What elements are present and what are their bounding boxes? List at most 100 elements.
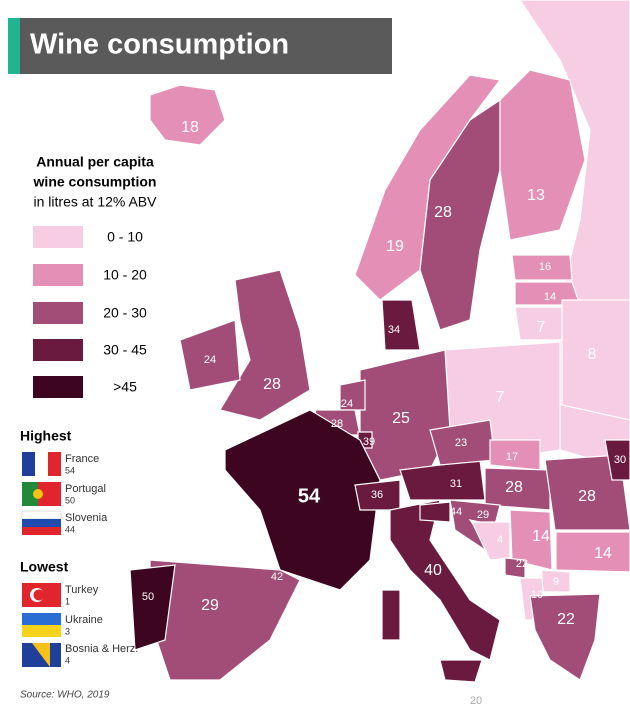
map-label: 29 [477,509,489,521]
italy [389,499,501,661]
netherlands [339,379,366,411]
map-label: 24 [204,354,216,366]
map-label: 25 [392,410,410,427]
legend-label: 10 - 20 [103,267,147,283]
legend-swatch [33,264,83,286]
source: Source: WHO, 2019 [20,690,110,701]
hungary [484,467,551,511]
country-value: 1 [65,596,70,606]
slovenia [419,501,451,523]
map-label: 40 [424,562,442,579]
section-heading: Lowest [20,559,69,575]
map-label: 28 [263,376,281,393]
legend-title: wine consumption [33,174,157,190]
map-label: 18 [181,119,199,136]
map-label: 22 [557,611,575,628]
ireland [179,319,241,391]
greece [529,593,601,681]
map-label: 22 [516,558,528,570]
map-label: 36 [371,489,383,501]
flag-portugal [22,482,61,506]
map-label: 8 [588,346,597,363]
country-value: 4 [65,655,70,665]
legend-label: 20 - 30 [103,305,147,321]
map-label: 28 [434,204,452,221]
map-label: 9 [553,576,559,588]
belarus [561,299,630,421]
map-label: 28 [578,488,596,505]
map-label: 10 [531,589,543,601]
moldova [604,439,630,481]
romania [544,454,630,531]
countries [129,0,630,683]
bulgaria [555,531,630,573]
map-label: 39 [363,436,375,448]
legend-title: Annual per capita [36,154,154,170]
map-label: 54 [298,485,321,507]
finland [499,69,586,241]
map-label: 30 [614,454,626,466]
map-label: 42 [271,571,283,583]
flag-bosnia [22,643,61,667]
flag-ukraine [22,613,61,637]
highest: Highest France 54 Portugal 50 Slovenia 4… [20,428,108,535]
flag-france [22,452,61,476]
map-label: 44 [450,506,462,518]
lowest: Lowest Turkey 1 Ukraine 3 Bosnia & Herz.… [20,559,138,667]
map-label: 14 [532,528,550,545]
map-label: 7 [496,389,505,406]
serbia [509,509,553,571]
legend: Annual per capita wine consumption in li… [33,154,158,398]
legend-swatch [33,302,83,324]
map-label: 23 [455,437,467,449]
legend-swatch [33,339,83,361]
map-label: 16 [539,261,551,273]
legend-title: in litres at 12% ABV [34,194,158,210]
norway [354,74,502,301]
denmark [381,299,421,351]
france [224,409,381,591]
map-label: 31 [450,478,462,490]
title-banner: Wine consumption [8,18,392,74]
flag-turkey [22,583,61,607]
legend-label: >45 [113,379,137,395]
map-label: 50 [142,591,154,603]
iceland [149,84,226,146]
map-label: 13 [527,187,545,204]
map-label: 19 [386,238,404,255]
map-label: 14 [544,291,556,303]
legend-swatch [33,226,83,248]
country-value: 54 [65,465,75,475]
map-label: 34 [388,324,400,336]
map-label: 7 [537,319,546,336]
legend-label: 30 - 45 [103,342,147,358]
title: Wine consumption [30,29,289,61]
legend-label: 0 - 10 [107,229,143,245]
sicily [439,659,483,683]
sardinia [381,589,401,641]
map-labels: 18 28 13 19 16 14 7 8 34 24 28 7 24 28 3… [142,119,626,707]
country-name: Slovenia [65,512,108,524]
country-name: Turkey [65,584,99,596]
flag-slovenia [21,510,62,535]
uk [219,269,311,421]
country-name: Ukraine [65,614,103,626]
country-value: 44 [65,524,75,534]
country-value: 50 [65,495,75,505]
portugal [129,564,176,651]
country-name: Portugal [65,483,106,495]
map-label: 14 [594,545,612,562]
title-accent [8,18,20,74]
country-name: France [65,453,99,465]
title-box [8,18,392,74]
map-label: 29 [201,597,219,614]
map-label: 20 [470,695,482,707]
map-label: 17 [506,451,518,463]
map-label: 28 [331,418,343,430]
legend-swatch [33,376,83,398]
estonia [511,254,573,281]
section-heading: Highest [20,428,72,444]
country-value: 3 [65,626,70,636]
map-label: 28 [505,479,523,496]
